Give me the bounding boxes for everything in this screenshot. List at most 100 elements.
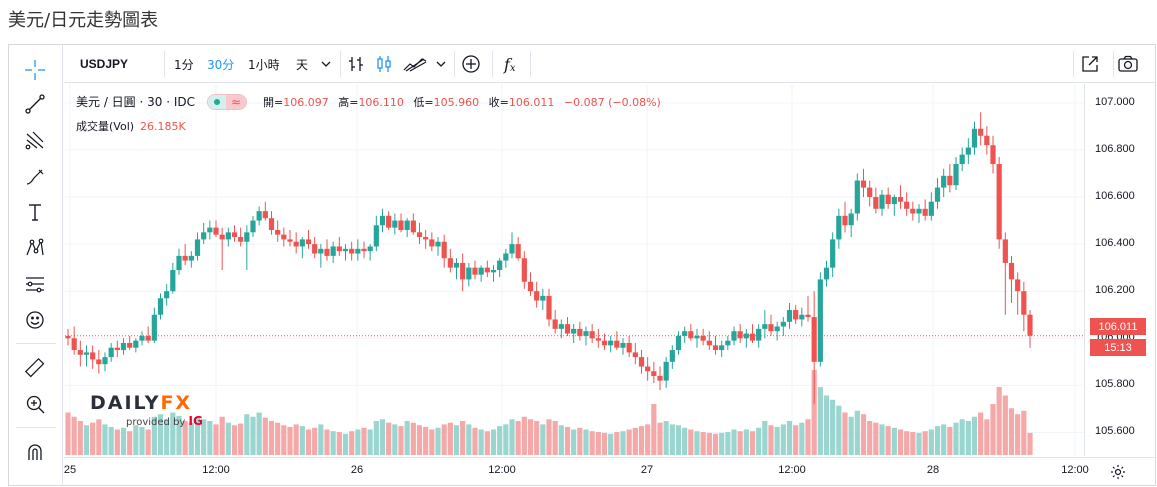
volume-bar bbox=[1021, 410, 1027, 455]
settings-icon[interactable] bbox=[1105, 460, 1131, 484]
volume-bar bbox=[1015, 414, 1021, 455]
candle-body bbox=[336, 246, 342, 252]
drawing-toolbar bbox=[8, 45, 63, 485]
volume-bar bbox=[244, 414, 250, 455]
volume-bar bbox=[891, 427, 897, 455]
volume-bar bbox=[731, 429, 737, 455]
candle-body bbox=[638, 357, 645, 367]
camera-icon[interactable] bbox=[1115, 52, 1141, 76]
candle-body bbox=[515, 244, 521, 259]
volume-bar bbox=[879, 424, 885, 455]
crosshair-icon[interactable] bbox=[22, 57, 48, 83]
volume-bar bbox=[663, 421, 669, 455]
volume-bar bbox=[805, 419, 811, 455]
candle-body bbox=[429, 239, 435, 247]
emoji-icon[interactable] bbox=[22, 307, 48, 333]
chart-frame bbox=[8, 44, 1156, 486]
volume-bar bbox=[817, 387, 823, 455]
candle-body bbox=[558, 324, 564, 329]
symbol-selector[interactable]: USDJPY bbox=[80, 57, 129, 71]
candle-body bbox=[959, 154, 965, 165]
volume-bar bbox=[305, 429, 312, 455]
chevron-down-icon[interactable] bbox=[435, 45, 447, 83]
candle-body bbox=[996, 164, 1002, 240]
candle-body bbox=[83, 352, 90, 355]
candle-body bbox=[694, 335, 700, 339]
candle-body bbox=[786, 310, 793, 322]
candle-body bbox=[108, 347, 114, 358]
candles-style-icon[interactable] bbox=[374, 45, 394, 83]
candle-body bbox=[404, 220, 410, 230]
interval-1m[interactable]: 1分 bbox=[174, 57, 194, 72]
volume-bar bbox=[546, 419, 552, 455]
candle-body bbox=[497, 260, 503, 270]
volume-bar bbox=[71, 416, 77, 455]
candle-body bbox=[867, 187, 873, 198]
candle-body bbox=[1008, 262, 1015, 280]
candle-body bbox=[238, 237, 244, 242]
volume-bar bbox=[978, 412, 984, 455]
x-tick-label: 27 bbox=[640, 464, 654, 476]
candle-body bbox=[978, 128, 984, 136]
candle-body bbox=[1002, 239, 1008, 263]
volume-bar bbox=[108, 426, 114, 455]
volume-bar bbox=[564, 426, 571, 455]
candle-body bbox=[435, 241, 441, 247]
candle-body bbox=[836, 215, 842, 240]
candle-body bbox=[379, 215, 386, 226]
interval-30m[interactable]: 30分 bbox=[207, 57, 235, 72]
volume-bar bbox=[953, 422, 959, 455]
chevron-down-icon[interactable] bbox=[320, 45, 332, 83]
volume-bar bbox=[250, 416, 256, 455]
pattern-icon[interactable] bbox=[22, 235, 48, 261]
volume-bar bbox=[540, 424, 546, 455]
candle-body bbox=[749, 333, 756, 341]
volume-bar bbox=[614, 432, 620, 455]
candle-body bbox=[725, 340, 731, 346]
volume-bar bbox=[1002, 395, 1008, 455]
pitchfork-icon[interactable] bbox=[22, 127, 48, 153]
volume-bar bbox=[589, 431, 595, 455]
candle-body bbox=[281, 234, 287, 240]
share-icon[interactable] bbox=[1077, 52, 1103, 76]
candle-body bbox=[299, 239, 305, 247]
volume-bar bbox=[947, 426, 953, 455]
candle-body bbox=[355, 248, 361, 254]
market-status-badge[interactable]: ≈ bbox=[207, 93, 247, 110]
zoom-in-icon[interactable] bbox=[22, 391, 48, 417]
candle-body bbox=[873, 197, 879, 209]
interval-1d[interactable]: 天 bbox=[296, 57, 309, 72]
area-style-icon[interactable] bbox=[402, 45, 428, 83]
brush-icon[interactable] bbox=[22, 163, 48, 189]
candle-body bbox=[774, 326, 780, 332]
volume-bar bbox=[472, 427, 478, 455]
bars-style-icon[interactable] bbox=[346, 45, 366, 83]
ruler-icon[interactable] bbox=[22, 355, 48, 381]
volume-bar bbox=[811, 370, 817, 455]
volume-bar bbox=[490, 429, 497, 455]
candle-body bbox=[213, 227, 219, 235]
magnet-icon[interactable] bbox=[22, 439, 48, 465]
price-axis[interactable] bbox=[1084, 84, 1156, 456]
candle-body bbox=[941, 175, 947, 188]
candle-body bbox=[478, 267, 484, 275]
add-compare-icon[interactable] bbox=[461, 45, 481, 83]
volume-bar bbox=[497, 426, 503, 455]
x-tick-label: 12:00 bbox=[1061, 464, 1089, 476]
candle-body bbox=[885, 194, 891, 205]
candle-body bbox=[688, 331, 694, 339]
candle-body bbox=[262, 211, 268, 219]
text-icon[interactable] bbox=[22, 199, 48, 225]
volume-bar bbox=[330, 431, 336, 455]
volume-bar bbox=[577, 427, 583, 455]
interval-1h[interactable]: 1小時 bbox=[248, 57, 280, 72]
volume-bar bbox=[860, 414, 867, 455]
candle-body bbox=[564, 324, 571, 334]
candle-body bbox=[614, 340, 620, 348]
candle-body bbox=[176, 255, 182, 270]
fib-icon[interactable] bbox=[22, 271, 48, 297]
x-tick-label: 26 bbox=[350, 464, 364, 476]
trendline-icon[interactable] bbox=[22, 91, 48, 117]
